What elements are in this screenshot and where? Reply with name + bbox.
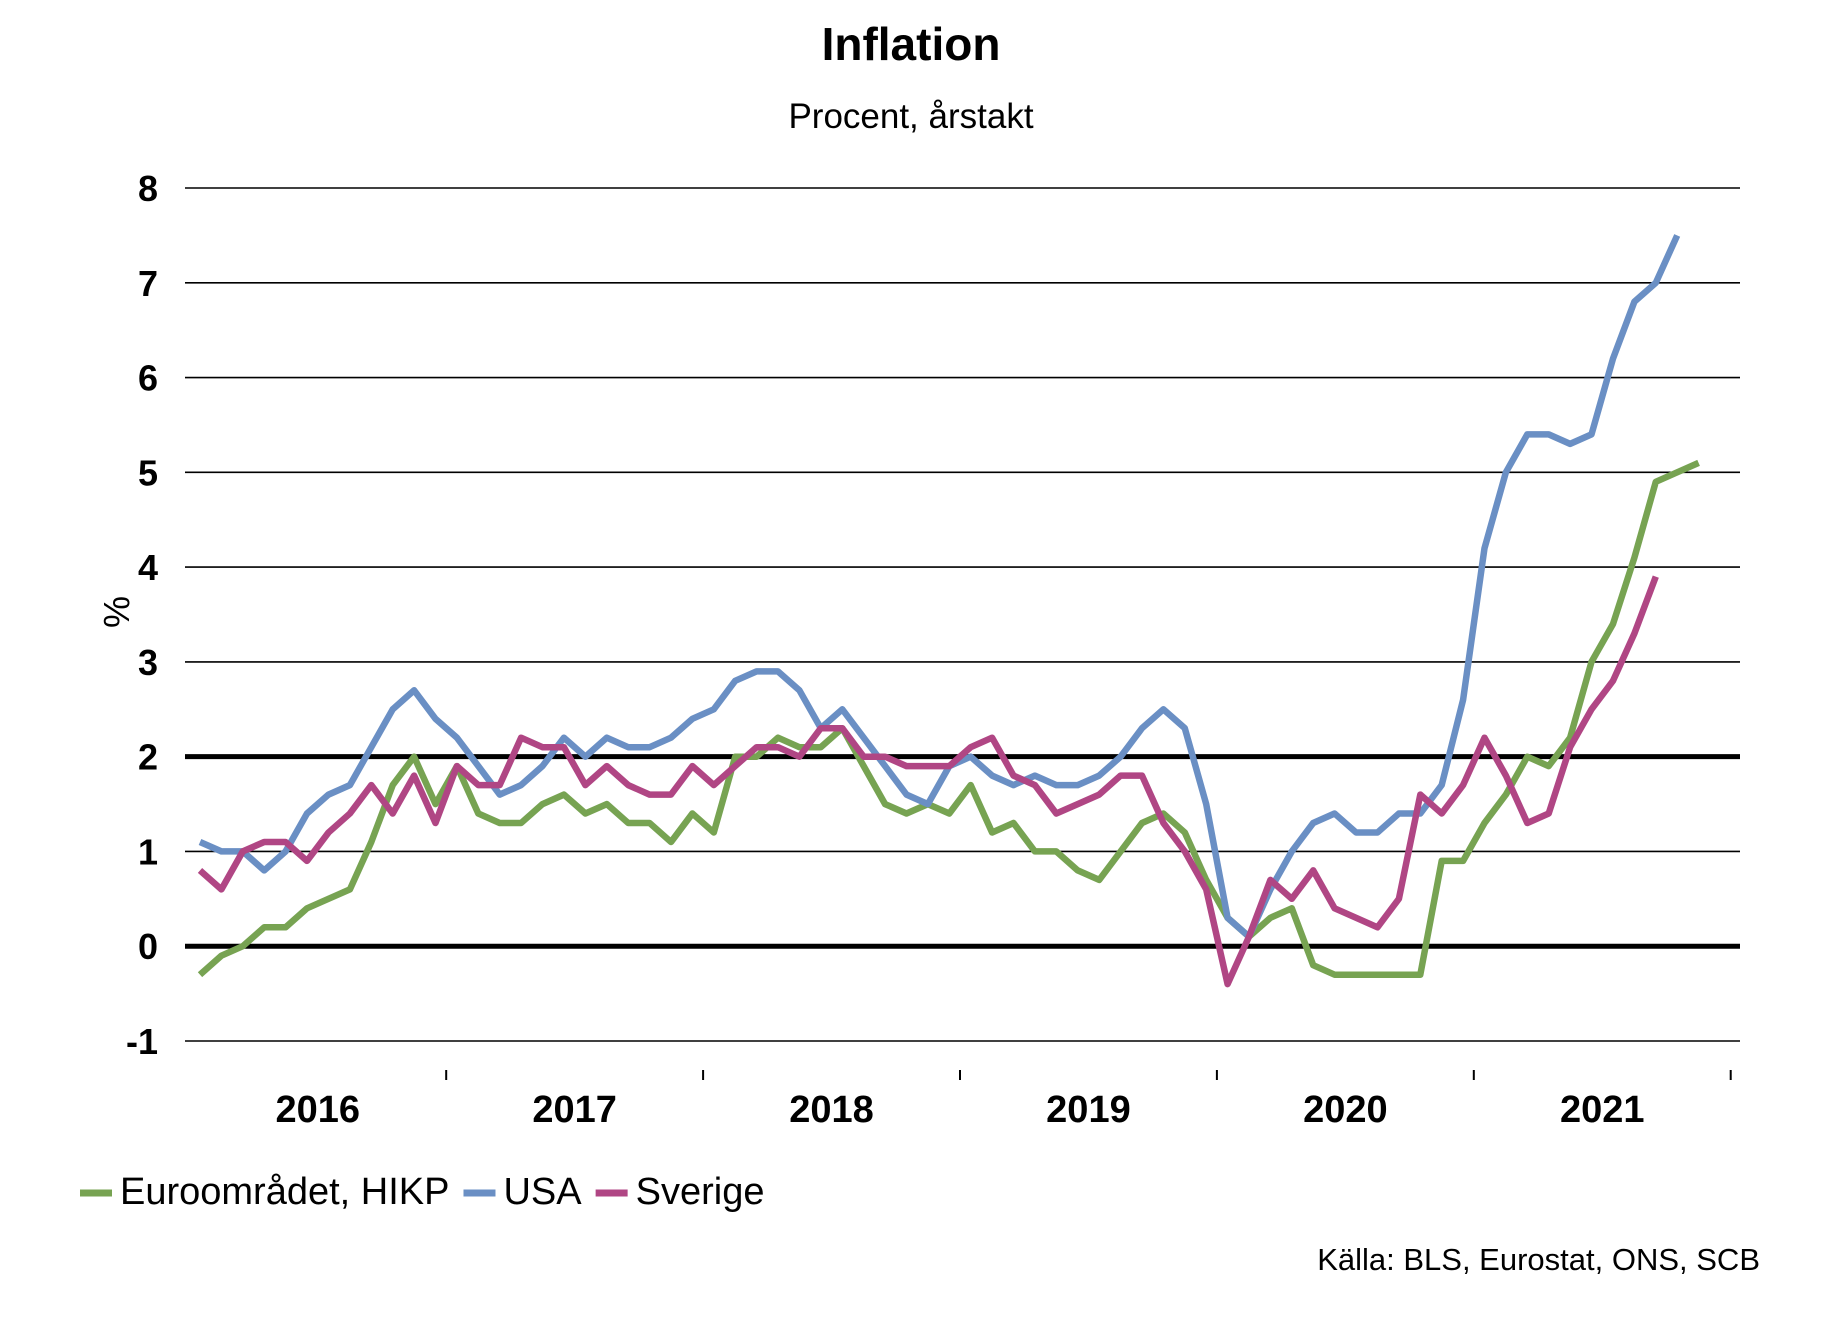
grid-lines bbox=[185, 187, 1740, 1042]
y-tick-label: 3 bbox=[138, 642, 158, 683]
x-tick-label: 2020 bbox=[1303, 1089, 1388, 1131]
x-tick-label: 2018 bbox=[789, 1089, 874, 1131]
series-line-euroomr-det-hikp bbox=[197, 459, 1700, 978]
y-tick-label: 1 bbox=[138, 831, 158, 872]
y-tick-label: 8 bbox=[138, 168, 158, 209]
y-tick-label: 6 bbox=[138, 358, 158, 399]
x-tick-label: 2016 bbox=[275, 1089, 360, 1131]
legend-label: Euroområdet, HIKP bbox=[120, 1171, 449, 1213]
series-lines bbox=[197, 234, 1700, 988]
legend-label: USA bbox=[503, 1171, 582, 1213]
y-tick-label: 7 bbox=[138, 263, 158, 304]
legend-label: Sverige bbox=[636, 1171, 765, 1213]
y-tick-label: 4 bbox=[138, 547, 158, 588]
source-note: Källa: BLS, Eurostat, ONS, SCB bbox=[1317, 1242, 1760, 1277]
series-line-sverige bbox=[197, 575, 1659, 988]
chart-subtitle: Procent, årstakt bbox=[788, 97, 1033, 136]
x-tick-label: 2017 bbox=[532, 1089, 617, 1131]
x-tick-label: 2019 bbox=[1046, 1089, 1131, 1131]
x-axis: 2016 2017 2018 2019 2020 2021 bbox=[275, 1070, 1732, 1131]
y-tick-label: 5 bbox=[138, 452, 158, 493]
y-tick-label: 0 bbox=[138, 926, 158, 967]
legend: Euroområdet, HIKP USA Sverige bbox=[80, 1171, 764, 1213]
chart-title: Inflation bbox=[822, 18, 1001, 70]
x-tick-label: 2021 bbox=[1560, 1089, 1645, 1131]
y-tick-label: -1 bbox=[126, 1021, 158, 1062]
y-axis-label: % bbox=[96, 596, 137, 628]
series-line-usa bbox=[198, 234, 1681, 940]
y-tick-labels: -1 0 1 2 3 4 5 6 7 8 bbox=[126, 168, 158, 1062]
y-tick-label: 2 bbox=[138, 737, 158, 778]
